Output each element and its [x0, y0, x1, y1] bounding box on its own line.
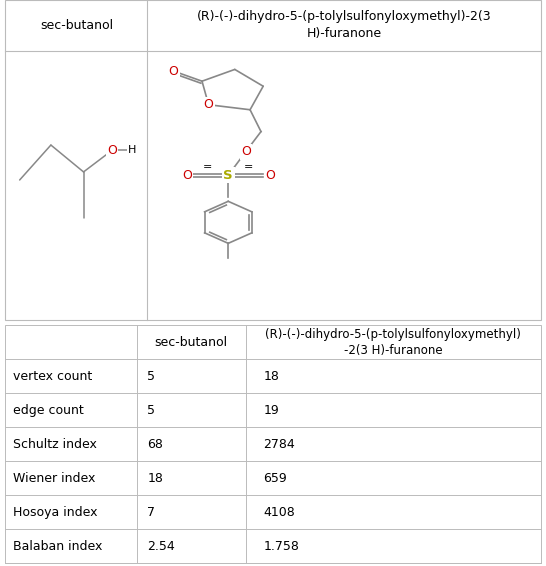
Text: O: O: [182, 169, 192, 182]
Text: O: O: [265, 169, 275, 182]
Text: H: H: [128, 145, 136, 156]
Text: 18: 18: [147, 472, 163, 484]
Text: sec-butanol: sec-butanol: [40, 19, 113, 32]
Text: O: O: [204, 98, 213, 111]
Text: =: =: [244, 162, 254, 172]
Text: 7: 7: [147, 506, 156, 518]
Text: sec-butanol: sec-butanol: [155, 336, 228, 349]
Text: O: O: [107, 144, 117, 157]
Text: vertex count: vertex count: [13, 370, 93, 383]
Text: S: S: [223, 169, 233, 182]
Text: edge count: edge count: [13, 404, 84, 417]
Text: =: =: [203, 162, 212, 172]
Text: O: O: [241, 145, 251, 158]
Text: 18: 18: [263, 370, 279, 383]
Text: 68: 68: [147, 438, 163, 451]
Text: Schultz index: Schultz index: [13, 438, 97, 451]
Text: 659: 659: [263, 472, 287, 484]
Text: Wiener index: Wiener index: [13, 472, 96, 484]
Text: (R)-(-)-dihydro-5-(p-tolylsulfonyloxymethyl)-2(3
H)-furanone: (R)-(-)-dihydro-5-(p-tolylsulfonyloxymet…: [197, 10, 491, 41]
Text: 5: 5: [147, 404, 156, 417]
Text: 2.54: 2.54: [147, 540, 175, 552]
Text: 1.758: 1.758: [263, 540, 299, 552]
Text: 19: 19: [263, 404, 279, 417]
Text: (R)-(-)-dihydro-5-(p-tolylsulfonyloxymethyl)
-2(3 H)-furanone: (R)-(-)-dihydro-5-(p-tolylsulfonyloxymet…: [265, 328, 521, 357]
Text: 4108: 4108: [263, 506, 295, 518]
Text: Hosoya index: Hosoya index: [13, 506, 98, 518]
Text: 2784: 2784: [263, 438, 295, 451]
Text: Balaban index: Balaban index: [13, 540, 103, 552]
Text: O: O: [169, 65, 179, 78]
Text: 5: 5: [147, 370, 156, 383]
